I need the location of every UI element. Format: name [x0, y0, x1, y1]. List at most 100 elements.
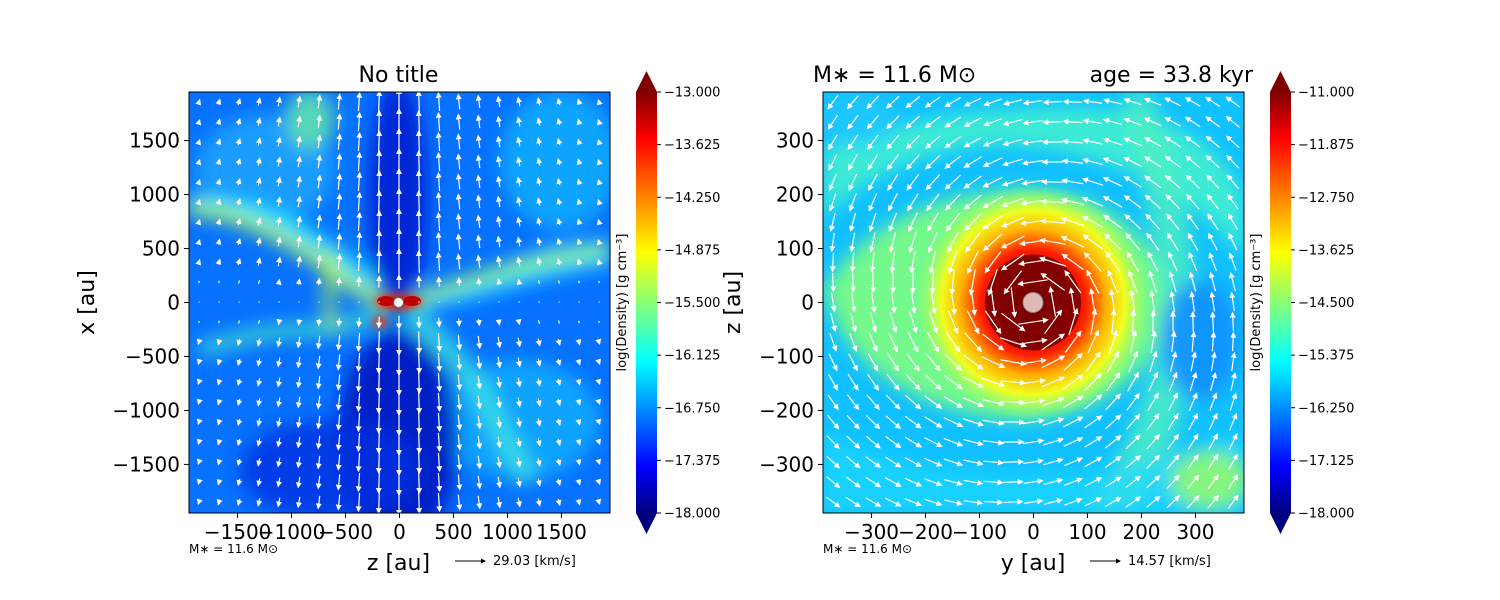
left-velocity-vector [416, 391, 423, 414]
right-velocity-vector [1060, 197, 1084, 206]
left-velocity-vector [535, 458, 542, 467]
left-velocity-vector [316, 234, 323, 249]
left-velocity-vector [496, 436, 503, 449]
left-velocity-vector [235, 217, 242, 226]
left-velocity-vector [275, 136, 282, 147]
left-velocity-vector [598, 320, 600, 324]
right-velocity-vector [1225, 115, 1240, 128]
left-velocity-vector [575, 338, 582, 346]
left-velocity-vector [295, 396, 302, 409]
right-velocity-vector [865, 435, 881, 449]
left-velocity-vector [295, 456, 302, 469]
right-axis-ticks: −300 −200 −100 0 100 200 3003002001000−100−200… [759, 129, 1214, 544]
left-velocity-vector [196, 418, 203, 426]
right-velocity-vector [1105, 393, 1122, 411]
left-velocity-vector [216, 379, 223, 386]
right-velocity-vector [1063, 374, 1084, 390]
right-colorbar: −11.000 −11.875 −12.750 −13.625 −14.500 −15.3… [1249, 71, 1354, 534]
right-velocity-vector [1148, 270, 1157, 293]
right-velocity-vector [867, 373, 880, 391]
left-velocity-vector [516, 116, 523, 127]
left-velocity-vector [315, 455, 322, 470]
right-velocity-vector [970, 289, 978, 316]
left-velocity-vector [296, 175, 303, 188]
left-velocity-vector [336, 113, 343, 130]
right-colorbar-tick-label: −15.375 [1298, 349, 1354, 364]
left-velocity-vector [436, 276, 443, 287]
right-velocity-vector [1125, 434, 1141, 450]
left-velocity-vector [535, 338, 542, 347]
right-velocity-vector [1149, 350, 1158, 373]
right-velocity-vector [984, 310, 1002, 335]
left-velocity-vector [375, 451, 382, 475]
right-velocity-vector [1103, 98, 1122, 105]
left-velocity-vector [196, 498, 203, 506]
left-velocity-vector [295, 436, 302, 449]
left-velocity-vector [376, 249, 383, 273]
right-velocity-vector [1048, 286, 1057, 317]
right-velocity-vector [924, 478, 943, 487]
right-velocity-vector [1166, 495, 1181, 509]
right-velocity-vector [1019, 337, 1048, 345]
right-velocity-vector [1184, 136, 1201, 148]
right-velocity-vector [1084, 497, 1103, 507]
right-arrow-key-label: 14.57 [km/s] [1128, 554, 1211, 569]
right-velocity-vector [850, 312, 858, 333]
right-velocity-vector [1021, 159, 1044, 166]
left-velocity-vector [596, 218, 603, 226]
left-velocity-vector [575, 378, 582, 386]
right-velocity-vector [981, 356, 1006, 368]
left-velocity-vector [356, 211, 363, 232]
left-velocity-vector [195, 118, 202, 126]
right-velocity-vector [1126, 392, 1140, 411]
left-velocity-vector [536, 117, 543, 126]
right-velocity-vector [926, 332, 940, 353]
left-velocity-vector [275, 256, 282, 267]
left-velocity-vector [195, 98, 202, 106]
right-velocity-vector [1083, 252, 1102, 272]
left-velocity-vector [576, 198, 583, 206]
right-velocity-vector [927, 231, 938, 254]
right-velocity-vector [982, 214, 1003, 230]
left-velocity-vector [356, 131, 363, 152]
left-velocity-vector [476, 495, 483, 510]
left-velocity-vector [456, 394, 463, 411]
right-velocity-vector [1188, 251, 1198, 272]
right-velocity-vector [1084, 456, 1103, 468]
left-velocity-vector [495, 195, 502, 208]
left-velocity-vector [316, 318, 323, 327]
left-velocity-vector [555, 398, 562, 407]
right-velocity-vector [1209, 291, 1216, 312]
right-velocity-vector [1125, 455, 1142, 469]
left-velocity-vector [475, 318, 482, 327]
right-velocity-vector [1147, 251, 1159, 272]
left-density-map [189, 92, 610, 513]
right-velocity-vector [885, 456, 902, 468]
left-velocity-vector [196, 478, 203, 486]
left-velocity-vector [435, 211, 442, 232]
right-velocity-vector [885, 415, 902, 429]
left-velocity-vector [596, 118, 603, 126]
right-title-age: age = 33.8 kyr [1090, 63, 1254, 88]
right-velocity-vector [1146, 413, 1160, 431]
right-velocity-vector [907, 212, 918, 233]
right-velocity-vector [967, 250, 979, 275]
left-velocity-vector [218, 280, 220, 284]
left-velocity-vector [555, 498, 562, 507]
right-velocity-vector [1168, 392, 1178, 411]
left-velocity-vector [235, 177, 242, 186]
left-velocity-vector [216, 499, 223, 506]
left-velocity-vector [215, 138, 222, 145]
right-velocity-vector [828, 134, 838, 151]
left-x-tick-label: 500 [434, 520, 472, 544]
left-velocity-vector [536, 197, 543, 206]
left-velocity-vector [556, 97, 563, 106]
right-velocity-vector [1165, 194, 1181, 210]
right-velocity-vector [1227, 213, 1239, 231]
right-velocity-vector [1023, 458, 1044, 465]
left-velocity-vector [535, 418, 542, 427]
left-velocity-vector [535, 358, 542, 367]
right-velocity-vector [982, 439, 1005, 446]
right-velocity-vector [1149, 290, 1156, 313]
left-velocity-vector [495, 135, 502, 148]
